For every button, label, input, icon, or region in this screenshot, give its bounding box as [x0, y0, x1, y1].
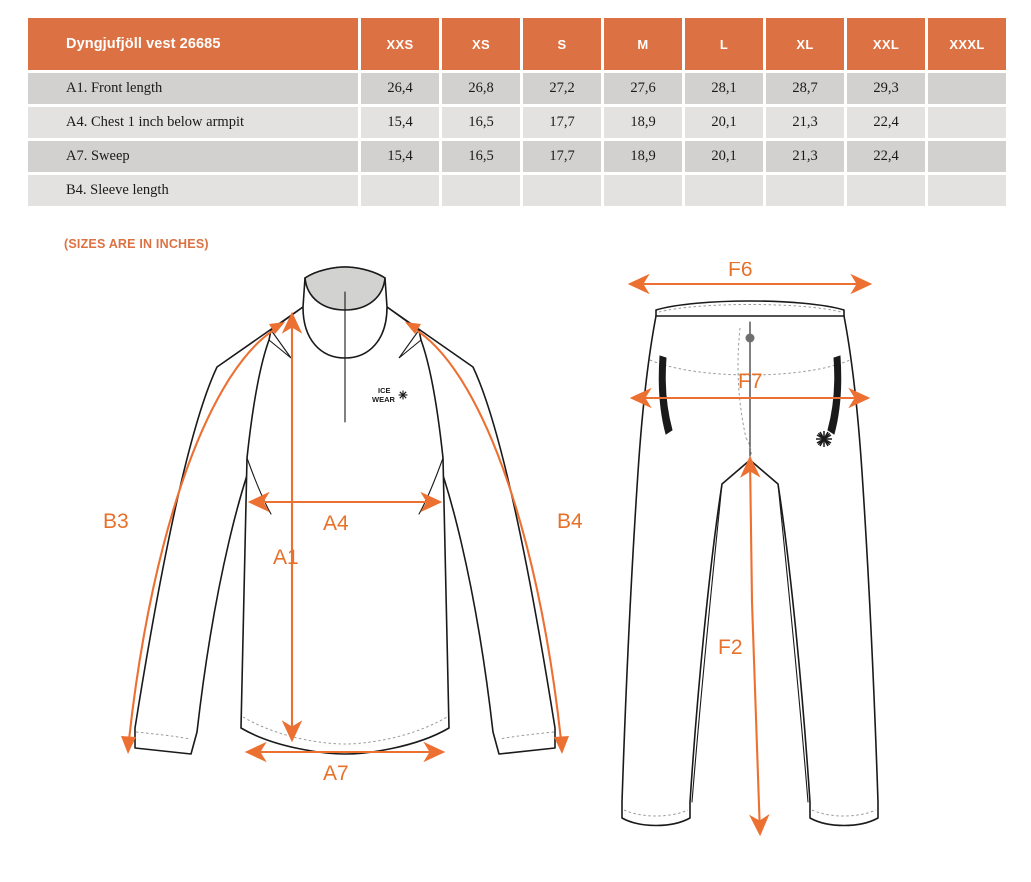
- b4-arrowhead-bottom: [554, 736, 569, 754]
- measurement-value: [928, 107, 1006, 138]
- left-hem-stitch: [623, 809, 689, 817]
- table-header: Dyngjufjöll vest 26685 XXS XS S M L XL X…: [28, 18, 1006, 70]
- measurement-value: [523, 175, 601, 206]
- header-row: Dyngjufjöll vest 26685 XXS XS S M L XL X…: [28, 18, 1006, 70]
- measurement-value: [928, 73, 1006, 104]
- b4-label: B4: [557, 510, 583, 533]
- measurement-label: A1. Front length: [28, 73, 358, 104]
- waistband-top-stitch: [658, 304, 842, 313]
- snowflake-icon: [398, 390, 408, 400]
- measurement-value: 15,4: [361, 141, 439, 172]
- measurement-value: [847, 175, 925, 206]
- measurement-value: 16,5: [442, 141, 520, 172]
- left-pocket: [658, 355, 673, 435]
- measurement-value: 29,3: [847, 73, 925, 104]
- measurement-value: 18,9: [604, 141, 682, 172]
- measurement-value: 27,6: [604, 73, 682, 104]
- right-hem-stitch: [811, 809, 877, 817]
- table-row: A7. Sweep 15,4 16,5 17,7 18,9 20,1 21,3 …: [28, 141, 1006, 172]
- brand-text-line2: WEAR: [372, 395, 395, 404]
- measurement-label: A7. Sweep: [28, 141, 358, 172]
- measurement-value: [361, 175, 439, 206]
- right-cuff-stitch: [499, 731, 555, 740]
- measurement-value: 17,7: [523, 141, 601, 172]
- size-header-xxs: XXS: [361, 18, 439, 70]
- garment-diagrams: ICE WEAR A1 A4 A7 B3: [0, 262, 1031, 882]
- f2-arrow-down: [749, 601, 770, 837]
- measurement-value: [604, 175, 682, 206]
- measurement-value: 20,1: [685, 107, 763, 138]
- measurement-value: [928, 175, 1006, 206]
- right-pocket: [827, 355, 842, 435]
- size-chart-table: Dyngjufjöll vest 26685 XXS XS S M L XL X…: [25, 15, 1009, 209]
- table-row: A1. Front length 26,4 26,8 27,2 27,6 28,…: [28, 73, 1006, 104]
- snowflake-icon: [816, 431, 832, 447]
- right-inseam: [777, 483, 809, 803]
- table-body: A1. Front length 26,4 26,8 27,2 27,6 28,…: [28, 73, 1006, 206]
- measurement-value: [685, 175, 763, 206]
- measurement-value: 28,7: [766, 73, 844, 104]
- measurement-value: 16,5: [442, 107, 520, 138]
- measurement-value: 28,1: [685, 73, 763, 104]
- f6-label: F6: [728, 262, 753, 281]
- product-name-header: Dyngjufjöll vest 26685: [28, 18, 358, 70]
- collar-inner-fill: [304, 266, 386, 311]
- b3-label: B3: [103, 510, 129, 533]
- size-header-xxxl: XXXL: [928, 18, 1006, 70]
- measurement-value: 17,7: [523, 107, 601, 138]
- f2-arrow-up: [739, 455, 761, 603]
- size-header-m: M: [604, 18, 682, 70]
- measurement-value: 26,8: [442, 73, 520, 104]
- measurement-value: 27,2: [523, 73, 601, 104]
- size-chart-table-container: Dyngjufjöll vest 26685 XXS XS S M L XL X…: [28, 18, 1006, 206]
- left-inseam: [691, 483, 723, 803]
- table-row: A4. Chest 1 inch below armpit 15,4 16,5 …: [28, 107, 1006, 138]
- fly-stitch: [737, 327, 747, 439]
- units-note: (SIZES ARE IN INCHES): [64, 237, 209, 251]
- size-header-xxl: XXL: [847, 18, 925, 70]
- measurement-value: 18,9: [604, 107, 682, 138]
- waist-button-icon: [745, 333, 755, 343]
- measurement-value: [766, 175, 844, 206]
- b3-curve: [127, 327, 278, 741]
- b4-arrowhead-top: [405, 322, 421, 334]
- measurement-value: [442, 175, 520, 206]
- b3-arrowhead-bottom: [121, 736, 136, 754]
- left-cuff-stitch: [135, 731, 191, 740]
- measurement-value: 26,4: [361, 73, 439, 104]
- f7-label: F7: [738, 370, 763, 393]
- right-shoulder-seam: [398, 329, 422, 359]
- size-header-xl: XL: [766, 18, 844, 70]
- b3-arrowhead-top: [269, 322, 285, 334]
- measurement-value: 22,4: [847, 141, 925, 172]
- measurement-value: 21,3: [766, 141, 844, 172]
- measurement-label: B4. Sleeve length: [28, 175, 358, 206]
- a7-label: A7: [323, 762, 349, 785]
- size-header-s: S: [523, 18, 601, 70]
- size-header-l: L: [685, 18, 763, 70]
- measurement-value: 21,3: [766, 107, 844, 138]
- pants-diagram: F6 F7 F2: [621, 262, 879, 837]
- pullover-top-diagram: ICE WEAR A1 A4 A7 B3: [103, 266, 583, 785]
- a4-label: A4: [323, 512, 349, 535]
- measurement-value: [928, 141, 1006, 172]
- f2-label: F2: [718, 636, 743, 659]
- b4-curve: [412, 327, 563, 741]
- measurement-label: A4. Chest 1 inch below armpit: [28, 107, 358, 138]
- measurement-value: 20,1: [685, 141, 763, 172]
- pants-outline: [621, 315, 879, 827]
- size-header-xs: XS: [442, 18, 520, 70]
- brand-text-line1: ICE: [378, 386, 391, 395]
- a1-label: A1: [273, 546, 299, 569]
- ice-wear-logo: ICE WEAR: [372, 386, 408, 404]
- hem-stitch: [242, 716, 448, 745]
- table-row: B4. Sleeve length: [28, 175, 1006, 206]
- measurement-value: 22,4: [847, 107, 925, 138]
- measurement-value: 15,4: [361, 107, 439, 138]
